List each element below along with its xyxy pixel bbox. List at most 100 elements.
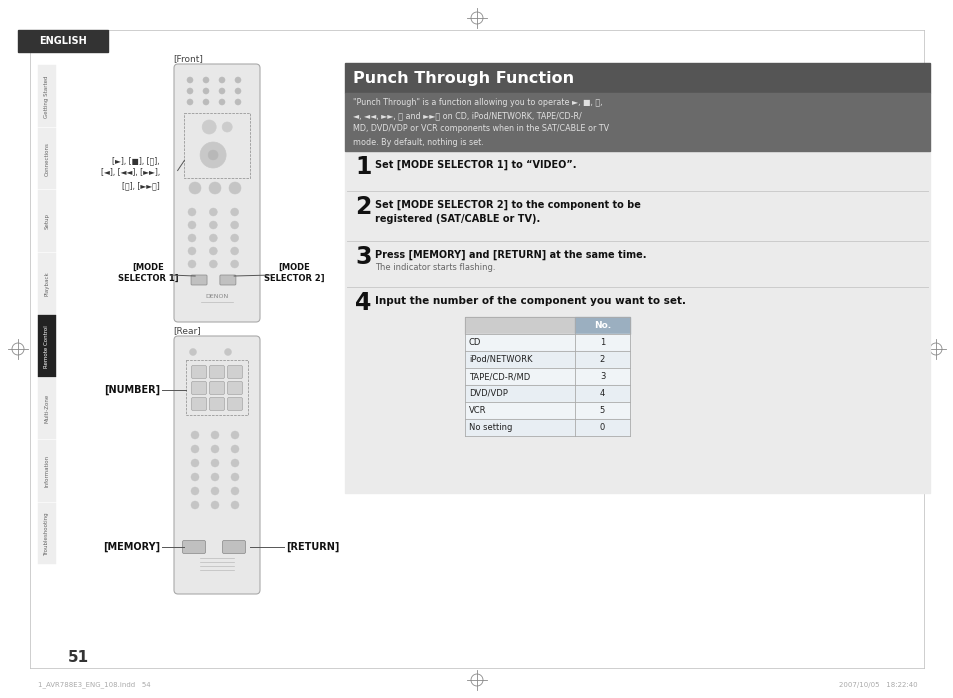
FancyBboxPatch shape bbox=[222, 540, 245, 554]
Circle shape bbox=[231, 445, 239, 453]
Bar bbox=[345, 151, 929, 493]
Circle shape bbox=[191, 487, 199, 495]
Text: Punch Through Function: Punch Through Function bbox=[353, 70, 574, 85]
Circle shape bbox=[211, 431, 219, 439]
Circle shape bbox=[234, 88, 241, 94]
FancyBboxPatch shape bbox=[210, 397, 224, 410]
Text: Remote Control: Remote Control bbox=[45, 325, 50, 368]
Text: Set [MODE SELECTOR 2] to the component to be
registered (SAT/CABLE or TV).: Set [MODE SELECTOR 2] to the component t… bbox=[375, 200, 640, 224]
Circle shape bbox=[231, 234, 238, 242]
FancyBboxPatch shape bbox=[227, 382, 242, 394]
Bar bbox=[575, 368, 629, 385]
Text: Input the number of the component you want to set.: Input the number of the component you wa… bbox=[375, 296, 685, 306]
FancyBboxPatch shape bbox=[182, 540, 205, 554]
Circle shape bbox=[211, 445, 219, 453]
Circle shape bbox=[188, 260, 195, 268]
Circle shape bbox=[211, 459, 219, 467]
Circle shape bbox=[231, 459, 239, 467]
Bar bbox=[38, 253, 56, 314]
Text: VCR: VCR bbox=[469, 406, 486, 415]
Text: [Rear]: [Rear] bbox=[172, 326, 200, 335]
FancyBboxPatch shape bbox=[220, 275, 235, 285]
Circle shape bbox=[224, 348, 232, 355]
FancyBboxPatch shape bbox=[191, 275, 207, 285]
Circle shape bbox=[208, 150, 218, 160]
Bar bbox=[464, 351, 575, 368]
Text: 2: 2 bbox=[599, 355, 604, 364]
Circle shape bbox=[187, 99, 193, 105]
Circle shape bbox=[219, 77, 225, 83]
Circle shape bbox=[191, 473, 199, 481]
Bar bbox=[464, 334, 575, 351]
Circle shape bbox=[202, 120, 216, 134]
Bar bbox=[464, 317, 575, 334]
Bar bbox=[18, 30, 108, 52]
Bar bbox=[186, 360, 248, 415]
FancyBboxPatch shape bbox=[227, 397, 242, 410]
Circle shape bbox=[209, 260, 217, 268]
Circle shape bbox=[209, 247, 217, 255]
Circle shape bbox=[209, 221, 217, 229]
Text: [RETURN]: [RETURN] bbox=[286, 542, 339, 552]
Bar bbox=[575, 419, 629, 436]
Text: [MEMORY]: [MEMORY] bbox=[103, 542, 160, 552]
Bar bbox=[38, 315, 56, 376]
Circle shape bbox=[231, 247, 238, 255]
Bar bbox=[464, 419, 575, 436]
Text: Multi-Zone: Multi-Zone bbox=[45, 394, 50, 424]
FancyBboxPatch shape bbox=[192, 382, 206, 394]
Text: [►], [■], [⏯],
[◄], [◄◄], [►►],
[⏮], [►►⏭]: [►], [■], [⏯], [◄], [◄◄], [►►], [⏮], [►►… bbox=[101, 156, 160, 190]
Text: ENGLISH: ENGLISH bbox=[39, 36, 87, 46]
Text: Set [MODE SELECTOR 1] to “VIDEO”.: Set [MODE SELECTOR 1] to “VIDEO”. bbox=[375, 160, 576, 170]
Circle shape bbox=[231, 208, 238, 216]
Circle shape bbox=[209, 208, 217, 216]
Bar bbox=[345, 63, 929, 93]
Text: The indicator starts flashing.: The indicator starts flashing. bbox=[375, 263, 495, 272]
Circle shape bbox=[191, 445, 199, 453]
Text: Information: Information bbox=[45, 455, 50, 487]
Bar bbox=[38, 440, 56, 501]
Text: 0: 0 bbox=[599, 423, 604, 432]
Text: 1: 1 bbox=[599, 338, 604, 347]
Text: iPod/NETWORK: iPod/NETWORK bbox=[469, 355, 532, 364]
Circle shape bbox=[209, 234, 217, 242]
Text: Playback: Playback bbox=[45, 272, 50, 296]
Text: No setting: No setting bbox=[469, 423, 512, 432]
Text: 4: 4 bbox=[355, 291, 371, 315]
Text: Setup: Setup bbox=[45, 214, 50, 229]
Bar bbox=[575, 385, 629, 402]
Circle shape bbox=[219, 88, 225, 94]
Text: 2: 2 bbox=[355, 195, 371, 219]
Bar bbox=[575, 351, 629, 368]
Text: [MODE
SELECTOR 2]: [MODE SELECTOR 2] bbox=[263, 263, 324, 283]
FancyBboxPatch shape bbox=[173, 336, 260, 594]
Text: Getting Started: Getting Started bbox=[45, 75, 50, 117]
Circle shape bbox=[231, 260, 238, 268]
FancyBboxPatch shape bbox=[227, 366, 242, 378]
Circle shape bbox=[191, 501, 199, 509]
Circle shape bbox=[188, 247, 195, 255]
Circle shape bbox=[211, 487, 219, 495]
Circle shape bbox=[203, 88, 209, 94]
Text: DVD/VDP: DVD/VDP bbox=[469, 389, 507, 398]
Circle shape bbox=[231, 431, 239, 439]
Bar bbox=[464, 402, 575, 419]
Text: TAPE/CD-R/MD: TAPE/CD-R/MD bbox=[469, 372, 530, 381]
Text: [Front]: [Front] bbox=[172, 54, 203, 63]
Text: Troubleshooting: Troubleshooting bbox=[45, 512, 50, 556]
Bar bbox=[38, 378, 56, 439]
Text: "Punch Through" is a function allowing you to operate ►, ■, ⏯,
◄, ◄◄, ►►, ⏮ and : "Punch Through" is a function allowing y… bbox=[353, 98, 608, 147]
Circle shape bbox=[231, 473, 239, 481]
Circle shape bbox=[209, 182, 221, 194]
Bar bbox=[38, 65, 56, 126]
Bar bbox=[38, 190, 56, 251]
Circle shape bbox=[187, 88, 193, 94]
Circle shape bbox=[234, 77, 241, 83]
Circle shape bbox=[191, 459, 199, 467]
Circle shape bbox=[222, 122, 232, 132]
Bar bbox=[575, 402, 629, 419]
FancyBboxPatch shape bbox=[192, 397, 206, 410]
Circle shape bbox=[211, 501, 219, 509]
Text: [NUMBER]: [NUMBER] bbox=[104, 385, 160, 395]
Text: 51: 51 bbox=[68, 651, 89, 665]
